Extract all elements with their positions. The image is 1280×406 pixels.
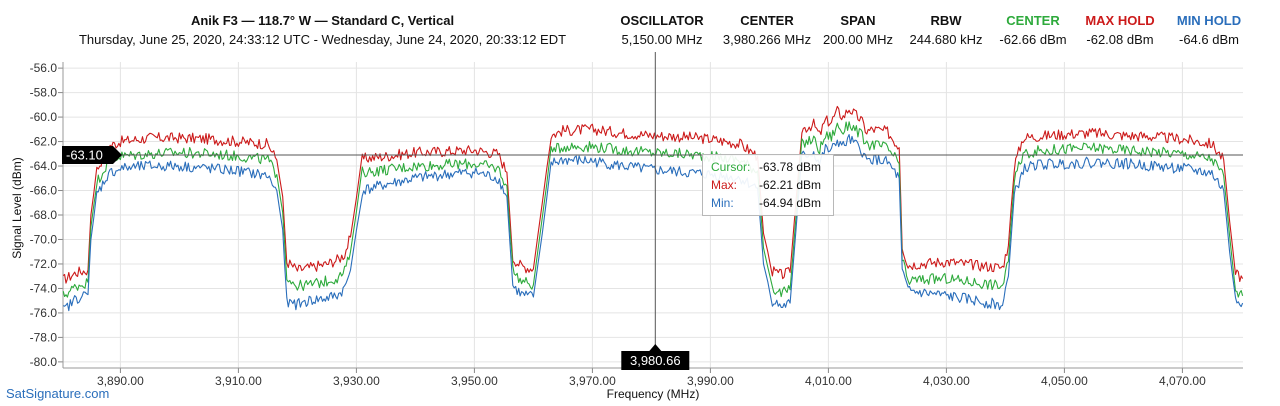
tooltip-max-value: -62.21 dBm (759, 178, 822, 192)
x-tick-label: 4,030.00 (923, 374, 970, 388)
y-tick-label: -60.0 (30, 110, 58, 124)
chart-subtitle: Thursday, June 25, 2020, 24:33:12 UTC - … (78, 32, 567, 47)
x-tick-label: 3,970.00 (569, 374, 616, 388)
stat-value: 5,150.00 MHz (621, 32, 703, 47)
tooltip-min-label: Min: (711, 196, 734, 210)
stat-value: -62.08 dBm (1086, 32, 1154, 47)
y-axis-label: Signal Level (dBm) (10, 157, 24, 258)
x-tick-label: 4,070.00 (1159, 374, 1206, 388)
cursor-tooltip: Cursor: -63.78 dBm Max: -62.21 dBm Min: … (702, 154, 834, 216)
cursor-crosshair: -63.10 3,980.66 (62, 52, 1243, 370)
x-tick-label: 4,010.00 (805, 374, 852, 388)
y-tick-label: -72.0 (30, 257, 58, 271)
y-cursor-marker (62, 146, 122, 165)
y-cursor-label: -63.10 (66, 148, 103, 163)
x-tick-label: 3,930.00 (333, 374, 380, 388)
stat-value: 244.680 kHz (909, 32, 983, 47)
x-axis-label: Frequency (MHz) (607, 387, 700, 401)
y-tick-label: -58.0 (30, 86, 58, 100)
y-tick-label: -62.0 (30, 135, 58, 149)
tooltip-cursor-label: Cursor: (711, 160, 751, 174)
y-tick-label: -78.0 (30, 330, 58, 344)
series-lines (62, 105, 1244, 312)
site-link[interactable]: SatSignature.com (6, 386, 110, 401)
stat-value: -62.66 dBm (999, 32, 1067, 47)
tooltip-max-label: Max: (711, 178, 738, 192)
stat-value: 3,980.266 MHz (722, 32, 812, 47)
tooltip-min-value: -64.94 dBm (759, 196, 822, 210)
grid (58, 62, 1243, 373)
x-tick-label: 3,890.00 (97, 374, 144, 388)
x-cursor-marker (621, 344, 690, 370)
x-tick-label: 3,990.00 (687, 374, 734, 388)
stat-label: MIN HOLD (1176, 13, 1242, 28)
x-tick-label: 3,910.00 (215, 374, 262, 388)
stat-value: 200.00 MHz (822, 32, 894, 47)
x-tick-label: 4,050.00 (1041, 374, 1088, 388)
series-line-center (62, 121, 1244, 298)
x-cursor-label: 3,980.66 (630, 353, 681, 368)
stat-label: RBW (930, 13, 962, 28)
x-tick-label: 3,950.00 (451, 374, 498, 388)
stat-label: CENTER (1006, 13, 1060, 28)
stat-label: OSCILLATOR (620, 13, 704, 28)
y-tick-label: -68.0 (30, 208, 58, 222)
y-tick-labels: -56.0 -58.0 -60.0 -62.0 -64.0 -66.0 -68.0 -70.0… (30, 61, 58, 369)
y-tick-label: -76.0 (30, 306, 58, 320)
stat-label: MAX HOLD (1085, 13, 1155, 28)
y-tick-label: -74.0 (30, 281, 58, 295)
stat-label: SPAN (840, 13, 876, 28)
y-tick-label: -66.0 (30, 184, 58, 198)
y-tick-label: -64.0 (30, 159, 58, 173)
y-tick-label: -70.0 (30, 232, 58, 246)
y-tick-label: -56.0 (30, 61, 58, 75)
y-tick-label: -80.0 (30, 355, 58, 369)
stat-value: -64.6 dBm (1179, 32, 1239, 47)
stat-label: CENTER (740, 13, 794, 28)
series-line-min-hold (62, 134, 1244, 312)
tooltip-cursor-value: -63.78 dBm (759, 160, 822, 174)
series-line-max-hold (62, 105, 1244, 284)
x-tick-labels: 3,890.00 3,910.00 3,930.00 3,950.00 3,970.00… (97, 374, 1206, 388)
chart-title: Anik F3 — 118.7° W — Standard C, Vertica… (190, 13, 455, 28)
